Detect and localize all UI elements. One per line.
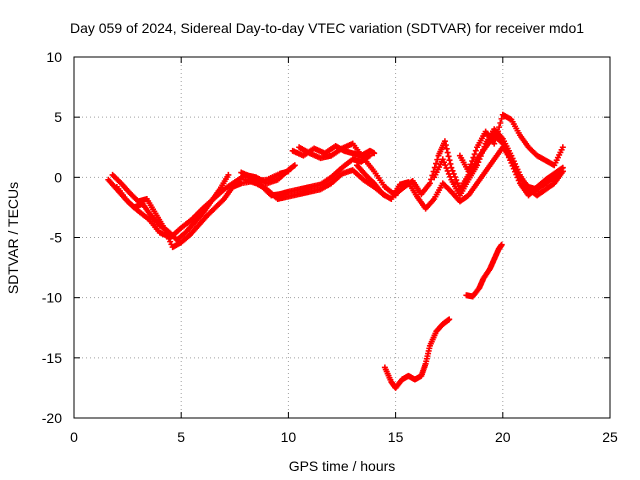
data-point xyxy=(442,162,449,169)
series-track-10 xyxy=(431,126,566,199)
data-point xyxy=(469,158,476,165)
data-point xyxy=(443,165,450,172)
data-point xyxy=(475,159,482,166)
series-track-7 xyxy=(296,140,399,199)
y-tick-label: 10 xyxy=(46,49,62,65)
data-point xyxy=(472,147,479,154)
data-point xyxy=(471,151,478,158)
series-track-3 xyxy=(113,162,298,241)
data-point xyxy=(498,115,505,122)
data-point xyxy=(446,316,453,323)
data-point xyxy=(477,153,484,160)
data-point xyxy=(498,241,505,248)
data-point xyxy=(446,157,453,164)
data-point xyxy=(447,160,454,167)
y-tick-label: 0 xyxy=(54,169,62,185)
data-point xyxy=(444,167,451,174)
data-point xyxy=(447,173,454,180)
y-tick-label: -15 xyxy=(42,350,62,366)
data-point xyxy=(497,120,504,127)
x-tick-label: 5 xyxy=(177,429,185,445)
data-point xyxy=(426,180,433,187)
data-point xyxy=(444,149,451,156)
data-point xyxy=(559,168,566,175)
data-point xyxy=(474,162,481,169)
y-tick-label: -20 xyxy=(42,410,62,426)
series-track-2 xyxy=(109,168,292,251)
data-point xyxy=(470,154,477,161)
y-axis-title: SDTVAR / TECUs xyxy=(5,182,21,294)
data-point xyxy=(496,124,503,131)
x-axis-title: GPS time / hours xyxy=(289,458,396,474)
x-tick-label: 20 xyxy=(495,429,511,445)
data-point xyxy=(491,140,498,147)
data-point xyxy=(454,180,461,187)
data-point xyxy=(494,128,501,135)
data-point xyxy=(467,161,474,168)
data-point xyxy=(291,162,298,169)
data-point xyxy=(445,170,452,177)
data-point xyxy=(433,160,440,167)
data-point xyxy=(480,146,487,153)
data-point xyxy=(442,142,449,149)
data-point xyxy=(466,164,473,171)
series-track-11 xyxy=(456,111,566,175)
x-tick-label: 25 xyxy=(602,429,618,445)
data-point xyxy=(225,171,232,178)
y-tick-label: -5 xyxy=(50,230,63,246)
data-point xyxy=(492,136,499,143)
data-point xyxy=(465,168,472,175)
y-tick-label: -10 xyxy=(42,290,62,306)
chart-title: Day 059 of 2024, Sidereal Day-to-day VTE… xyxy=(70,20,584,36)
axis-ticks: 0 5 10 15 20 25 -20 -15 -10 -5 0 5 10 xyxy=(42,49,618,445)
data-points xyxy=(105,111,566,391)
x-tick-label: 15 xyxy=(388,429,404,445)
data-point xyxy=(371,150,378,157)
data-point xyxy=(445,153,452,160)
y-tick-label: 5 xyxy=(54,109,62,125)
data-point xyxy=(481,143,488,150)
x-tick-label: 0 xyxy=(70,429,78,445)
series-track-13 xyxy=(463,241,505,300)
data-point xyxy=(428,176,435,183)
x-tick-label: 10 xyxy=(281,429,297,445)
data-point xyxy=(493,132,500,139)
grid-lines xyxy=(74,57,610,418)
series-track-12 xyxy=(381,316,453,391)
data-point xyxy=(559,144,566,151)
data-point xyxy=(443,145,450,152)
data-point xyxy=(478,149,485,156)
data-point xyxy=(476,156,483,163)
data-point xyxy=(434,156,441,163)
series-track-6 xyxy=(289,143,378,159)
data-point xyxy=(441,138,448,145)
